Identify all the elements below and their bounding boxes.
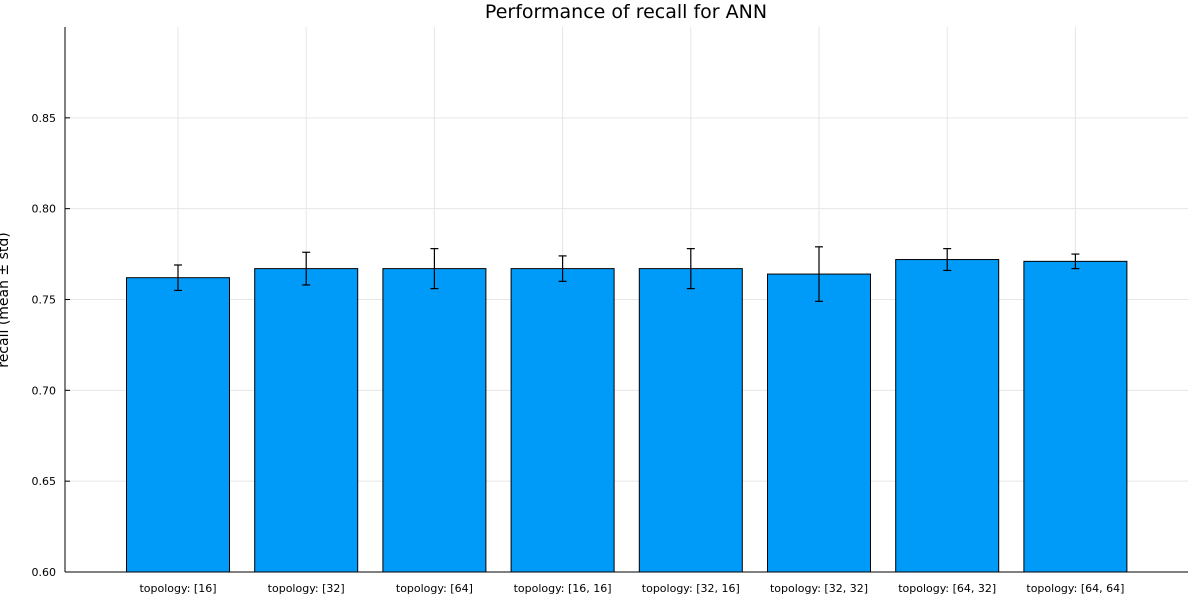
y-tick-label-4: 0.80 <box>32 203 57 216</box>
y-tick-label-2: 0.70 <box>32 384 57 397</box>
x-tick-label-0: topology: [16] <box>139 582 216 595</box>
x-tick-label-2: topology: [64] <box>396 582 473 595</box>
x-tick-label-3: topology: [16, 16] <box>514 582 612 595</box>
chart-title: Performance of recall for ANN <box>485 1 767 23</box>
bar-7 <box>1023 260 1128 573</box>
x-tick-label-6: topology: [64, 32] <box>898 582 996 595</box>
bar-6 <box>895 259 1000 573</box>
y-tick-label-0: 0.60 <box>32 566 57 579</box>
bar-1 <box>254 268 359 573</box>
x-tick-label-7: topology: [64, 64] <box>1026 582 1124 595</box>
axes <box>64 27 1188 573</box>
x-tick-label-4: topology: [32, 16] <box>642 582 740 595</box>
x-tick-label-1: topology: [32] <box>268 582 345 595</box>
y-tick-label-5: 0.85 <box>32 112 57 125</box>
y-tick-labels: 0.60 0.65 0.70 0.75 0.80 0.85 <box>32 112 57 579</box>
x-tick-label-5: topology: [32, 32] <box>770 582 868 595</box>
y-axis-label: recall (mean ± std) <box>0 232 12 368</box>
bars-group <box>126 259 1128 573</box>
y-tick-label-3: 0.75 <box>32 294 57 307</box>
x-tick-labels: topology: [16] topology: [32] topology: [6… <box>139 582 1124 595</box>
bar-3 <box>510 268 615 573</box>
bar-0 <box>126 277 230 573</box>
bar-4 <box>638 268 743 573</box>
bar-5 <box>767 273 871 573</box>
y-tick-label-1: 0.65 <box>32 475 57 488</box>
bar-2 <box>382 268 487 573</box>
grid-lines <box>65 27 1188 573</box>
error-bars-group <box>174 246 1080 302</box>
